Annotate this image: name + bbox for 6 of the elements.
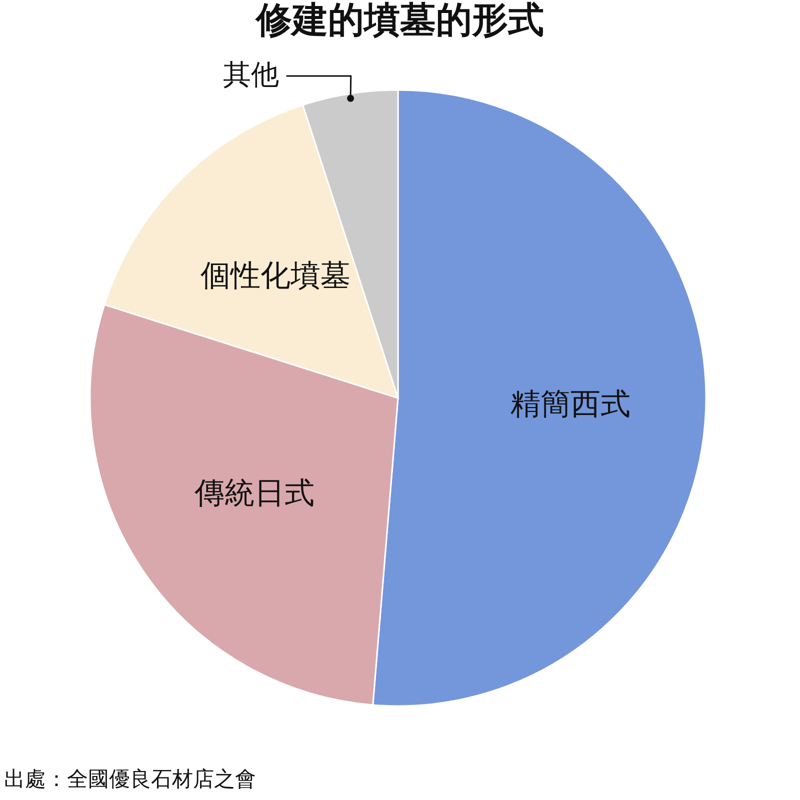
slice-label: 其他 (222, 58, 279, 92)
slice-label: 傳統日式 (194, 476, 315, 512)
text: 出處：全國優良石材店之會 (4, 767, 256, 791)
slice-label: 精簡西式 (510, 387, 630, 422)
slice-label: 個性化墳墓 (200, 258, 351, 294)
chart-title: 修建的墳墓的形式 (254, 0, 544, 41)
